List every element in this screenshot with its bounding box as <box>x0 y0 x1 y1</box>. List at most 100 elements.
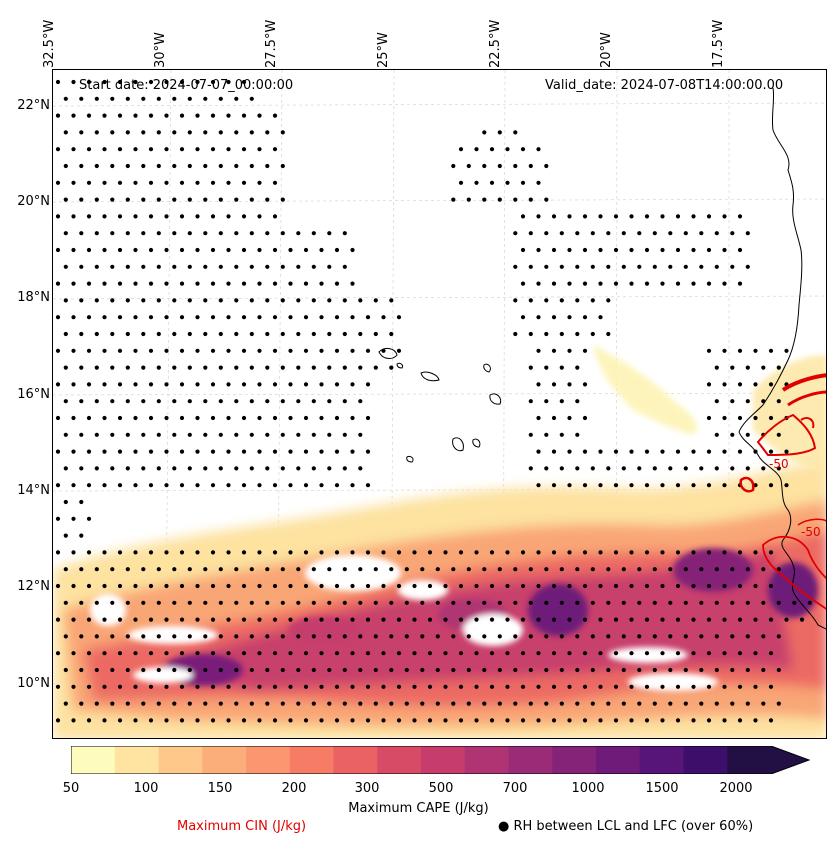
rh-dot <box>141 365 146 370</box>
rh-dot <box>489 180 495 185</box>
rh-dot <box>203 96 208 101</box>
rh-dot <box>195 79 200 85</box>
rh-dot <box>737 382 743 387</box>
rh-dot <box>528 163 533 169</box>
rh-dot <box>234 466 239 471</box>
rh-dot <box>296 667 301 673</box>
rh-dot <box>637 466 642 471</box>
rh-dot <box>179 180 185 185</box>
rh-dot <box>466 701 471 706</box>
rh-dot <box>241 684 247 689</box>
rh-dot <box>179 281 185 286</box>
rh-dot <box>737 718 743 723</box>
rh-dot <box>234 399 239 404</box>
rh-dot <box>265 231 270 236</box>
colorbar-cell <box>421 746 466 774</box>
rh-dot <box>319 617 324 622</box>
rh-dot <box>683 567 688 572</box>
rh-dot <box>241 348 247 353</box>
lon-label-32-5w: 32.5°W <box>42 19 57 68</box>
rh-dot <box>63 197 68 202</box>
rh-dot <box>489 550 495 555</box>
rh-dot <box>714 466 719 471</box>
rh-dot <box>63 432 68 437</box>
rh-dot <box>172 231 177 236</box>
rh-dot <box>110 298 115 303</box>
rh-dot <box>691 617 696 622</box>
rh-dot <box>179 79 185 85</box>
rh-dot <box>683 231 688 236</box>
rh-dot <box>210 718 216 723</box>
rh-dot <box>102 180 107 185</box>
rh-dot <box>513 163 518 169</box>
rh-dot <box>234 567 239 572</box>
rh-dot <box>79 701 84 706</box>
rh-dot <box>334 684 340 689</box>
rh-dot <box>559 667 564 673</box>
rh-dot <box>699 466 704 471</box>
rh-dot <box>86 79 92 85</box>
rh-dot <box>156 701 161 706</box>
colorbar-cell <box>158 746 203 774</box>
rh-dot <box>644 483 650 488</box>
rh-dot <box>148 214 154 219</box>
rh-dot <box>396 718 402 723</box>
rh-dot <box>203 634 208 639</box>
rh-dot <box>737 281 743 286</box>
map-canvas: -50 -50 <box>53 70 826 738</box>
legend-rh: ● RH between LCL and LFC (over 60%) <box>498 819 754 834</box>
rh-dot <box>125 432 130 437</box>
colorbar-cell <box>639 746 685 774</box>
rh-dot <box>342 231 347 236</box>
rh-dot <box>668 667 673 673</box>
rh-dot <box>203 701 208 706</box>
rh-dot <box>319 718 324 723</box>
rh-dot <box>683 466 688 471</box>
rh-dot <box>296 466 301 471</box>
rh-dot <box>172 466 177 471</box>
rh-dot <box>575 466 580 471</box>
rh-dot <box>675 449 681 454</box>
rh-dot <box>567 247 572 253</box>
rh-dot <box>203 298 208 303</box>
rh-dot <box>613 550 619 555</box>
rh-dot <box>280 432 285 437</box>
rh-dot <box>637 701 642 706</box>
rh-dot <box>63 130 68 135</box>
rh-dot <box>125 567 130 572</box>
rh-dot <box>761 365 766 370</box>
rh-dot <box>210 281 216 286</box>
rh-dot <box>63 667 68 673</box>
rh-dot <box>722 583 727 589</box>
rh-dot <box>234 231 239 236</box>
rh-dot <box>768 348 774 353</box>
rh-dot <box>327 264 332 269</box>
rh-dot <box>249 331 254 337</box>
rh-dot <box>195 449 200 454</box>
rh-dot <box>753 583 758 589</box>
rh-dot <box>544 432 549 437</box>
rh-dot <box>234 600 239 605</box>
rh-dot <box>164 113 169 118</box>
rh-dot <box>187 197 192 202</box>
rh-dot <box>582 415 588 421</box>
rh-dot <box>226 483 231 488</box>
rh-dot <box>234 432 239 437</box>
rh-dot <box>497 701 502 706</box>
rh-dot <box>544 231 549 236</box>
rh-dot <box>79 197 84 202</box>
rh-dot <box>551 651 557 656</box>
rh-dot <box>203 466 208 471</box>
rh-dot <box>94 231 99 236</box>
rh-dot <box>482 567 487 572</box>
rh-dot <box>148 415 154 421</box>
rh-dot <box>761 634 766 639</box>
rh-dot <box>722 348 727 353</box>
rh-dot <box>342 331 347 337</box>
rh-dot <box>536 684 541 689</box>
rh-dot <box>598 449 603 454</box>
rh-dot <box>443 583 448 589</box>
rh-dot <box>551 382 557 387</box>
rh-dot <box>474 684 479 689</box>
lon-label-27-5w: 27.5°W <box>264 19 279 68</box>
